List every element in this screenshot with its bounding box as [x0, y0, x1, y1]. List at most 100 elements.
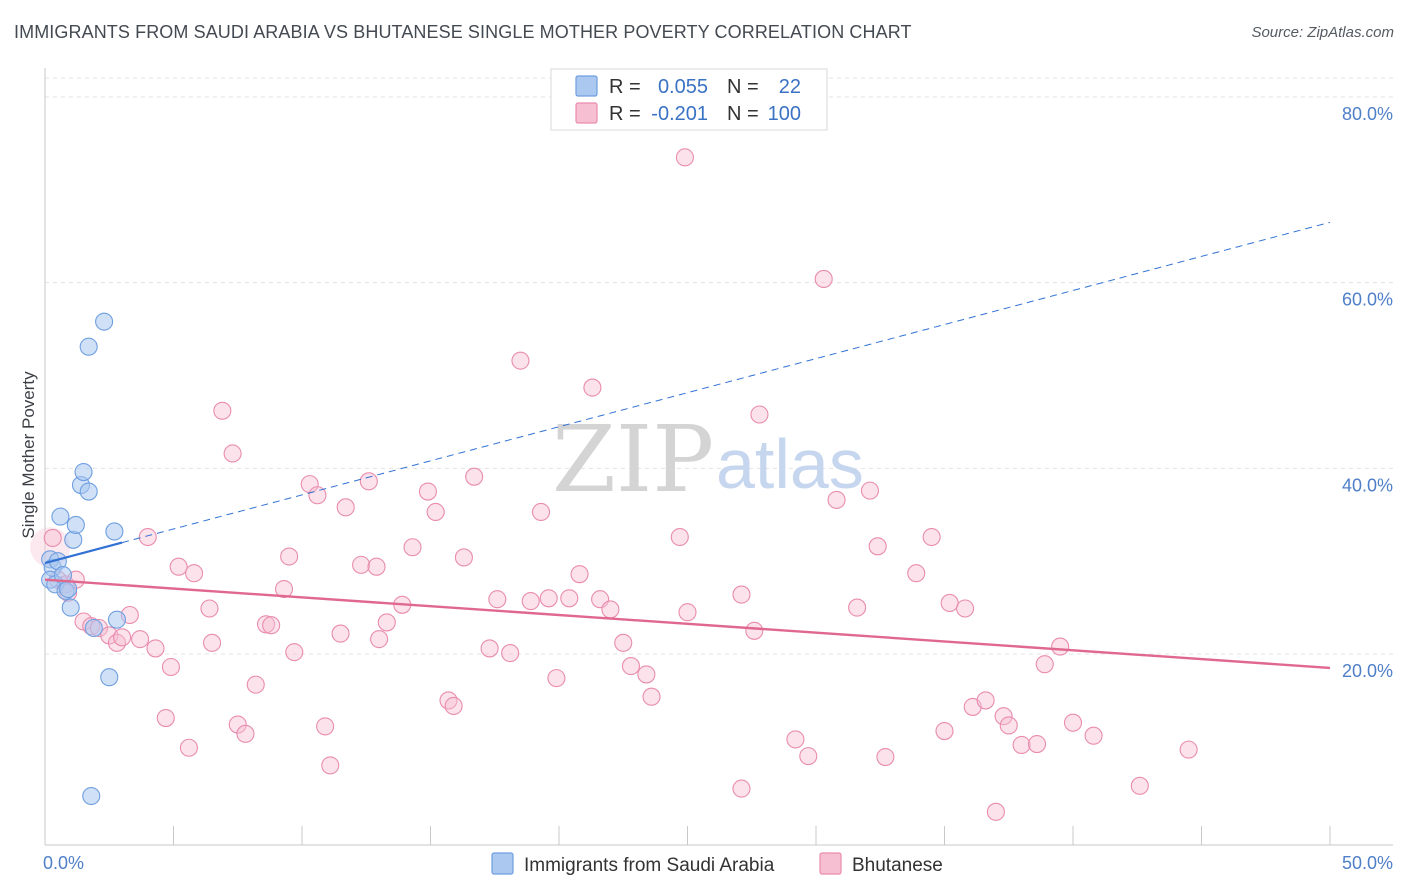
bhutanese-point-92	[999, 716, 1018, 735]
bhutanese-point-9	[107, 633, 127, 652]
bhutanese-point-83	[907, 564, 926, 583]
bhutanese-point-20	[200, 599, 219, 618]
bhutanese-point-100	[1179, 740, 1198, 759]
bhutanese-point-87	[956, 599, 975, 618]
bhutanese-point-31	[285, 643, 304, 662]
bhutanese-point-99	[1130, 776, 1149, 795]
tick-labels: 20.0% 40.0% 60.0% 80.0% 0.0% 50.0%	[43, 104, 1393, 873]
axes	[44, 68, 1393, 846]
bhutanese-point-40	[367, 557, 386, 576]
bhutanese-point-35	[321, 756, 340, 775]
bhutanese-point-69	[678, 603, 697, 622]
bhutanese-point-84	[922, 527, 941, 547]
saudi-arabia-point-15	[79, 337, 98, 356]
legend-n-label-1: N =	[727, 76, 759, 98]
bhutanese-point-46	[426, 502, 445, 522]
bhutanese-point-55	[521, 592, 540, 611]
series-swatch-saudi-arabia	[491, 852, 514, 875]
bhutanese-point-95	[1035, 655, 1054, 674]
bhutanese-point-61	[583, 378, 602, 397]
bhutanese-point-13	[138, 527, 157, 547]
bhutanese-point-12	[131, 630, 150, 649]
bhutanese-point-94	[1027, 734, 1047, 754]
bhutanese-point-60	[570, 565, 589, 584]
saudi-arabia-point-9	[51, 507, 70, 526]
bhutanese-point-22	[213, 401, 232, 420]
bhutanese-point-19	[179, 738, 198, 757]
series-label-saudi-arabia: Immigrants from Saudi Arabia	[524, 855, 775, 876]
saudi-arabia-point-13	[74, 462, 93, 482]
bhutanese-point-47	[439, 691, 458, 710]
y-tick-label-20: 20.0%	[1342, 661, 1393, 681]
y-tick-label-40: 40.0%	[1342, 475, 1393, 495]
bhutanese-point-81	[868, 537, 887, 556]
bhutanese-point-58	[547, 669, 566, 688]
bhutanese-point-45	[418, 482, 437, 501]
legend-r-value-1: 0.055	[658, 76, 708, 98]
bhutanese-point-39	[359, 472, 378, 491]
bhutanese-points	[30, 148, 1198, 821]
watermark-zip: ZIP	[552, 406, 714, 513]
bhutanese-point-10	[113, 628, 132, 647]
bhutanese-point-91	[994, 707, 1013, 726]
bhutanese-point-29	[274, 579, 294, 599]
legend-n-label-2: N =	[727, 103, 759, 125]
bhutanese-point-18	[185, 564, 204, 583]
bhutanese-point-80	[860, 481, 880, 500]
bhutanese-point-57	[539, 589, 558, 608]
saudi-arabia-point-16	[95, 312, 114, 331]
saudi-arabia-point-20	[100, 668, 119, 687]
watermark-atlas: atlas	[716, 425, 864, 503]
legend-r-label-1: R =	[609, 76, 641, 98]
gridlines	[45, 77, 1393, 655]
saudi-arabia-point-19	[84, 618, 103, 638]
saudi-arabia-point-14	[79, 482, 98, 501]
bhutanese-point-93	[1012, 735, 1031, 755]
saudi-arabia-point-21	[82, 786, 101, 806]
bhutanese-point-73	[745, 621, 764, 640]
bhutanese-point-68	[670, 527, 689, 547]
saudi-arabia-points	[41, 312, 127, 806]
bhutanese-trend	[44, 578, 1331, 670]
saudi-arabia-point-17	[105, 522, 124, 541]
bhutanese-point-96	[1051, 637, 1070, 656]
bhutanese-point-74	[750, 405, 769, 424]
bhutanese-point-78	[827, 490, 846, 509]
legend-n-value-2: 100	[768, 103, 801, 125]
bhutanese-point-98	[1084, 726, 1103, 745]
bhutanese-point-33	[308, 486, 327, 505]
legend-n-value-1: 22	[779, 76, 801, 98]
bhutanese-point-65	[621, 657, 641, 676]
bhutanese-point-27	[256, 615, 276, 634]
bhutanese-point-66	[637, 665, 656, 684]
bhutanese-point-41	[370, 630, 389, 649]
bhutanese-point-49	[454, 548, 473, 567]
bhutanese-point-53	[501, 644, 520, 663]
bhutanese-point-90	[986, 802, 1005, 821]
bhutanese-point-86	[940, 593, 959, 612]
bhutanese-point-28	[262, 616, 281, 635]
chart-title: IMMIGRANTS FROM SAUDI ARABIA VS BHUTANES…	[14, 22, 912, 42]
bhutanese-point-89	[976, 691, 995, 710]
bhutanese-point-56	[531, 502, 551, 522]
bhutanese-point-75	[786, 730, 805, 749]
bhutanese-point-97	[1063, 713, 1083, 732]
source-label: Source: ZipAtlas.com	[1251, 24, 1394, 41]
bhutanese-point-15	[161, 657, 180, 677]
bhutanese-point-14	[146, 639, 165, 658]
bhutanese-point-76	[799, 747, 818, 766]
legend-r-value-2: -0.201	[651, 103, 708, 125]
bhutanese-point-63	[601, 600, 620, 619]
saudi-arabia-trend-solid	[44, 541, 123, 565]
series-legend: Immigrants from Saudi Arabia Bhutanese	[491, 852, 943, 876]
correlation-legend: R = 0.055 N = 22 R = -0.201 N = 100	[550, 68, 828, 131]
bhutanese-point-42	[377, 613, 396, 632]
bhutanese-point-70	[675, 148, 694, 167]
bhutanese-point-77	[814, 269, 833, 289]
bhutanese-point-85	[935, 722, 954, 741]
bhutanese-point-54	[511, 351, 530, 370]
bhutanese-point-37	[336, 498, 355, 517]
bhutanese-point-17	[169, 557, 188, 576]
x-tick-label-max: 50.0%	[1342, 853, 1393, 873]
